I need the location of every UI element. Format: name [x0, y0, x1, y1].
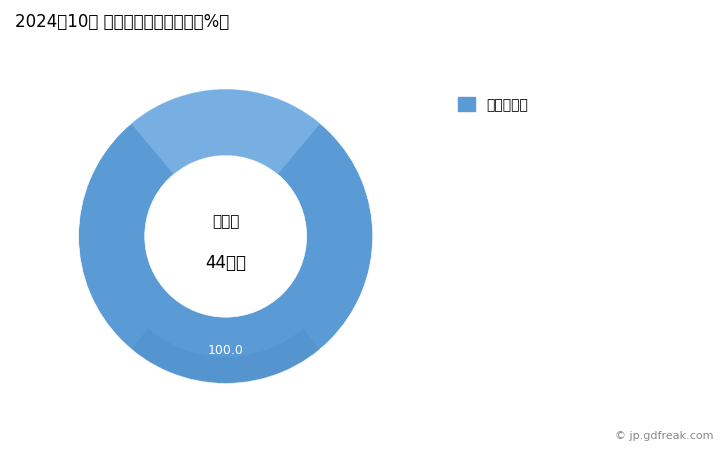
Text: 100.0: 100.0	[207, 345, 244, 357]
Text: © jp.gdfreak.com: © jp.gdfreak.com	[615, 431, 713, 441]
Text: 2024年10月 輸出相手国のシェア（%）: 2024年10月 輸出相手国のシェア（%）	[15, 14, 229, 32]
Text: 44万円: 44万円	[205, 254, 246, 272]
Wedge shape	[131, 328, 320, 383]
Legend: マレーシア: マレーシア	[459, 97, 528, 112]
Wedge shape	[79, 89, 373, 383]
Wedge shape	[131, 89, 320, 174]
Text: 総　額: 総 額	[212, 214, 240, 229]
